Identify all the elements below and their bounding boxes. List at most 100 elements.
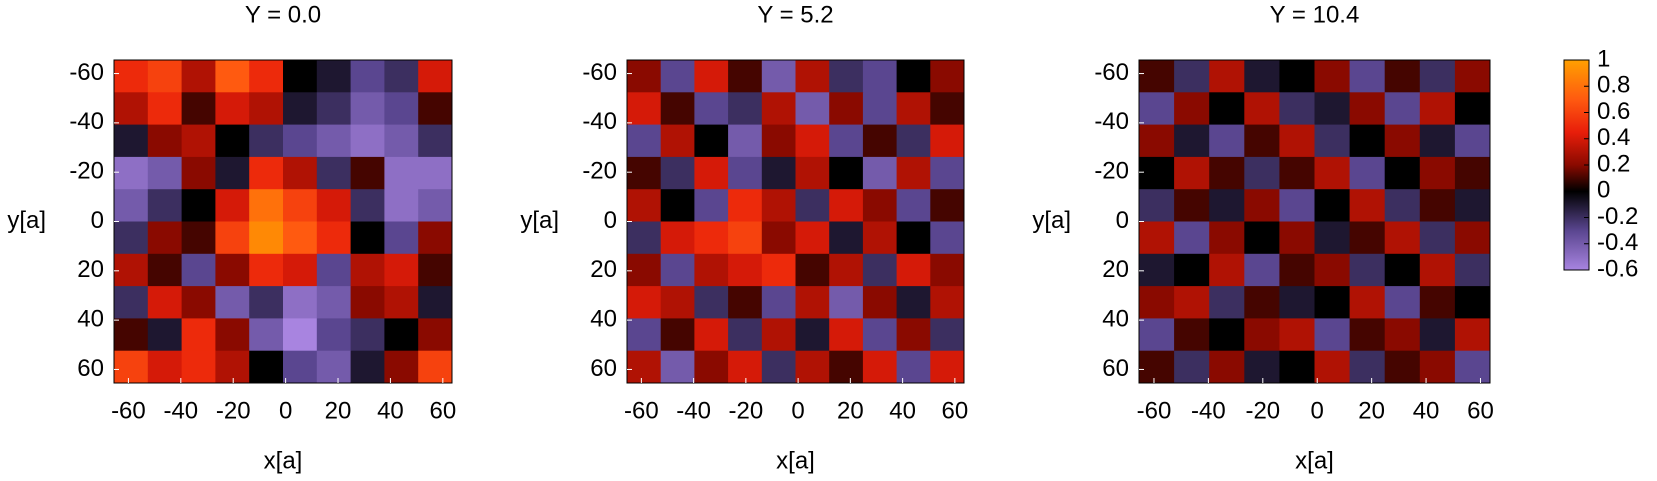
chart-title: Y = 5.2: [757, 1, 833, 28]
heatmap-cell: [418, 286, 453, 319]
heatmap-cell: [1384, 189, 1421, 222]
heatmap-cell: [795, 221, 830, 255]
heatmap-cell: [1349, 350, 1386, 384]
heatmap-cell: [1139, 286, 1175, 319]
heatmap-cell: [1244, 156, 1280, 190]
heatmap-cell: [1314, 286, 1351, 319]
x-tick-label: -40: [1191, 397, 1226, 424]
heatmap-cell: [728, 124, 763, 158]
heatmap-cell: [862, 318, 898, 352]
x-tick-label: 40: [377, 397, 404, 424]
heatmap-cell: [896, 156, 931, 190]
y-tick-label: 60: [77, 355, 104, 382]
y-tick-label: 20: [1102, 256, 1129, 283]
heatmap-cell: [829, 156, 864, 190]
heatmap-cell: [795, 156, 830, 190]
heatmap-cell: [283, 156, 318, 190]
heatmap-cell: [384, 189, 419, 222]
heatmap-cell: [1209, 318, 1245, 352]
heatmap-cell: [1244, 92, 1280, 126]
heatmap-cell: [896, 92, 931, 126]
heatmap-cell: [1139, 253, 1175, 287]
heatmap-cell: [1174, 156, 1210, 190]
x-axis-label: x[a]: [264, 447, 303, 474]
heatmap-cell: [930, 221, 965, 255]
heatmap-cell: [862, 286, 898, 319]
heatmap-cell: [930, 189, 965, 222]
heatmap-cell: [1279, 318, 1315, 352]
x-tick-label: -60: [111, 397, 146, 424]
heatmap-cell: [1139, 92, 1175, 126]
heatmap-cell: [181, 350, 216, 384]
heatmap-cell: [1419, 318, 1456, 352]
heatmap-cell: [1314, 189, 1351, 222]
heatmap-cell: [862, 221, 898, 255]
heatmap-cell: [1419, 350, 1456, 384]
heatmap-cell: [1454, 92, 1491, 126]
heatmap-cell: [1314, 253, 1351, 287]
heatmap-cell: [249, 221, 284, 255]
heatmap-cell: [1314, 92, 1351, 126]
heatmap-cell: [829, 318, 864, 352]
heatmap-cell: [1279, 350, 1315, 384]
heatmap-cell: [1314, 350, 1351, 384]
heatmap-cell: [930, 60, 965, 93]
heatmap-cell: [1209, 350, 1245, 384]
colorbar-tick-label: 1: [1597, 45, 1610, 72]
heatmap-cell: [1279, 124, 1315, 158]
heatmap-cell: [1349, 253, 1386, 287]
heatmap-cell: [418, 350, 453, 384]
heatmap-cell: [1139, 60, 1175, 93]
heatmap-cell: [728, 60, 763, 93]
heatmap-cell: [114, 286, 149, 319]
heatmap-cell: [1384, 253, 1421, 287]
heatmap-cell: [1454, 318, 1491, 352]
heatmap-cell: [1279, 189, 1315, 222]
heatmap-cell: [418, 189, 453, 222]
x-tick-label: -60: [624, 397, 659, 424]
y-axis-label: y[a]: [7, 207, 46, 234]
heatmap-cell: [694, 156, 729, 190]
heatmap-cell: [316, 318, 352, 352]
heatmap-cell: [316, 286, 352, 319]
heatmap-cell: [694, 189, 729, 222]
heatmap-cell: [316, 60, 352, 93]
chart-title: Y = 10.4: [1270, 1, 1360, 28]
heatmap-cell: [660, 189, 695, 222]
heatmap-cell: [1279, 156, 1315, 190]
heatmap-cell: [761, 253, 796, 287]
x-tick-label: 60: [942, 397, 969, 424]
heatmap-cell: [862, 189, 898, 222]
heatmap-cell: [761, 156, 796, 190]
heatmap-cell: [829, 124, 864, 158]
heatmap-cell: [1349, 221, 1386, 255]
heatmap-cell: [249, 92, 284, 126]
heatmap-cell: [1454, 60, 1491, 93]
heatmap-cell: [1314, 124, 1351, 158]
heatmap-cell: [114, 221, 149, 255]
heatmap-cell: [283, 189, 318, 222]
heatmap-cell: [249, 60, 284, 93]
heatmap-cell: [350, 318, 385, 352]
heatmap-cell: [728, 189, 763, 222]
heatmap-cell: [249, 253, 284, 287]
heatmap-cell: [147, 156, 183, 190]
heatmap-cell: [627, 124, 662, 158]
heatmap-cell: [1174, 318, 1210, 352]
heatmap-cell: [862, 60, 898, 93]
heatmap-cell: [350, 124, 385, 158]
heatmap-cell: [694, 221, 729, 255]
colorbar-tick-label: 0.4: [1597, 124, 1630, 151]
y-tick-label: -40: [1094, 108, 1129, 135]
heatmap-cell: [1209, 60, 1245, 93]
y-tick-label: 0: [91, 207, 104, 234]
colorbar-tick-label: -0.4: [1597, 229, 1638, 256]
heatmap-cell: [829, 92, 864, 126]
heatmap-cell: [761, 92, 796, 126]
heatmap-cell: [627, 350, 662, 384]
heatmap-cell: [1209, 253, 1245, 287]
heatmap-cell: [418, 92, 453, 126]
heatmap-cell: [316, 156, 352, 190]
heatmap-cell: [728, 318, 763, 352]
